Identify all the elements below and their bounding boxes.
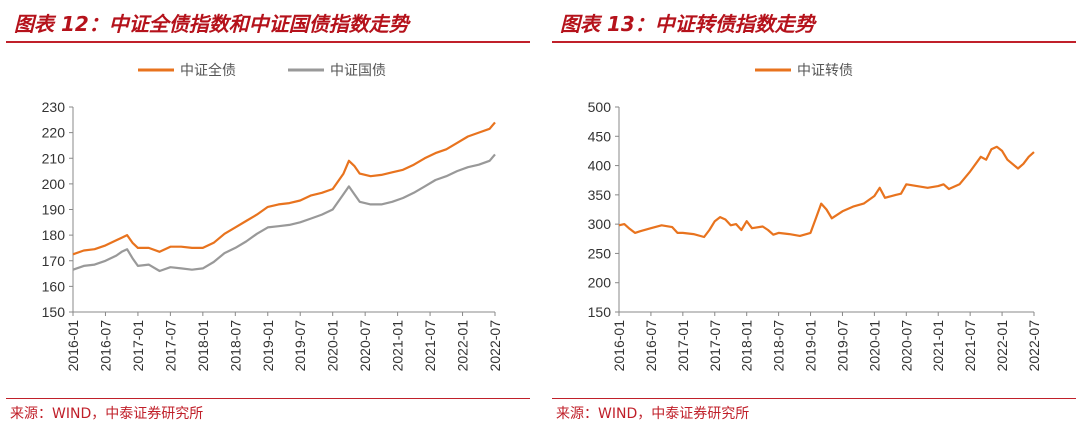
legend-label: 中证国债 <box>330 63 386 79</box>
x-tick-label: 2020-07 <box>357 320 373 372</box>
y-tick-label: 350 <box>588 187 612 203</box>
series-line <box>72 121 496 256</box>
x-tick-label: 2018-01 <box>195 320 211 372</box>
y-tick-label: 210 <box>42 150 66 166</box>
y-tick-label: 400 <box>588 158 612 174</box>
x-tick-label: 2019-01 <box>260 320 276 372</box>
series-line <box>618 145 1035 239</box>
y-tick-label: 230 <box>42 99 66 115</box>
y-tick-label: 150 <box>588 304 612 320</box>
legend-label: 中证全债 <box>180 62 236 79</box>
x-tick-label: 2018-07 <box>227 320 243 372</box>
x-tick-label: 2022-07 <box>487 320 503 372</box>
x-tick-label: 2016-01 <box>65 320 81 372</box>
x-tick-label: 2017-01 <box>675 320 691 372</box>
y-tick-label: 170 <box>42 253 66 269</box>
x-tick-label: 2020-07 <box>898 320 914 372</box>
series-line <box>72 153 496 273</box>
y-tick-label: 200 <box>42 176 66 192</box>
chart-title: 图表 12：中证全债指数和中证国债指数走势 <box>14 12 409 36</box>
chart-title: 图表 13：中证转债指数走势 <box>560 12 815 36</box>
x-tick-label: 2021-07 <box>422 320 438 372</box>
y-tick-label: 190 <box>42 202 66 218</box>
x-tick-label: 2019-07 <box>834 320 850 372</box>
chart-panel-right: 图表 13：中证转债指数走势 150 200 250 300 350 400 450 500 2… <box>546 0 1076 428</box>
source-divider <box>6 398 530 399</box>
x-tick-label: 2018-01 <box>739 320 755 372</box>
x-tick-label: 2019-01 <box>803 320 819 372</box>
y-tick-label: 300 <box>588 216 612 232</box>
y-tick-label: 220 <box>42 125 66 141</box>
y-tick-label: 150 <box>42 304 66 320</box>
x-tick-label: 2020-01 <box>866 320 882 372</box>
title-divider <box>6 41 530 43</box>
title-divider <box>552 41 1076 43</box>
x-tick-label: 2020-01 <box>325 320 341 372</box>
x-tick-label: 2016-01 <box>611 320 627 372</box>
x-tick-label: 2022-01 <box>455 320 471 372</box>
x-tick-label: 2022-01 <box>994 320 1010 372</box>
x-tick-label: 2017-07 <box>707 320 723 372</box>
x-tick-label: 2017-01 <box>130 320 146 372</box>
x-tick-label: 2019-07 <box>292 320 308 372</box>
y-tick-label: 180 <box>42 227 66 243</box>
x-tick-label: 2017-07 <box>162 320 178 372</box>
x-tick-label: 2021-07 <box>962 320 978 372</box>
y-tick-label: 450 <box>588 128 612 144</box>
chart-panel-left: 图表 12：中证全债指数和中证国债指数走势 150 160 170 180 190 200… <box>0 0 530 428</box>
x-tick-label: 2016-07 <box>643 320 659 372</box>
x-tick-label: 2022-07 <box>1026 320 1042 372</box>
x-tick-label: 2021-01 <box>390 320 406 372</box>
chart-canvas: 150 200 250 300 350 400 450 500 2016-01 2016-07 20… <box>588 63 1042 372</box>
source-divider <box>552 398 1076 399</box>
y-tick-label: 250 <box>588 245 612 261</box>
y-tick-label: 160 <box>42 278 66 294</box>
chart-canvas: 150 160 170 180 190 200 210 220 230 2016-01 2016-0… <box>42 62 503 372</box>
legend-label: 中证转债 <box>797 63 853 79</box>
y-tick-label: 200 <box>588 275 612 291</box>
x-tick-label: 2021-01 <box>930 320 946 372</box>
chart-source: 来源：WIND，中泰证券研究所 <box>556 406 750 422</box>
x-tick-label: 2016-07 <box>97 320 113 372</box>
x-tick-label: 2018-07 <box>771 320 787 372</box>
y-tick-label: 500 <box>588 99 612 115</box>
chart-source: 来源：WIND，中泰证券研究所 <box>10 406 204 422</box>
